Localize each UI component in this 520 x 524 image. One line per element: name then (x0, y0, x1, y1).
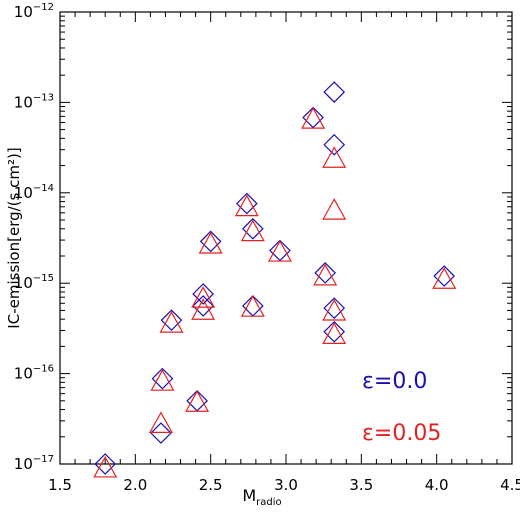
y-tick-label-exponent: −13 (33, 92, 54, 103)
diamond-marker (433, 265, 456, 287)
y-tick-label-base: 10 (14, 455, 33, 473)
y-tick-label: 10−14 (14, 183, 54, 202)
y-tick-label: 10−12 (14, 2, 54, 21)
y-tick-label-base: 10 (14, 3, 33, 21)
diamond-marker (323, 133, 346, 156)
x-tick-label: 3.5 (349, 476, 373, 494)
y-tick-label-base: 10 (14, 365, 33, 383)
diamond-marker (192, 295, 214, 317)
triangle-marker (322, 198, 347, 220)
diamond-marker (192, 283, 214, 305)
y-tick-label-base: 10 (14, 93, 33, 111)
x-tick-label: 4.0 (425, 476, 449, 494)
triangle-marker (185, 390, 210, 412)
y-tick-label-base: 10 (14, 274, 33, 292)
triangle-marker (322, 298, 347, 321)
triangle-marker (93, 455, 118, 478)
x-axis-label: Mradio (242, 486, 281, 508)
triangle-marker (148, 411, 173, 433)
x-tick-label: 3.0 (274, 476, 298, 494)
triangle-marker (198, 231, 223, 254)
legend-entry-eps-0: ε=0.0 (362, 369, 427, 394)
triangle-marker (240, 219, 265, 242)
triangle-marker (267, 240, 292, 262)
diamond-marker (235, 192, 258, 215)
diamond-marker (242, 217, 264, 240)
y-tick-label-exponent: −14 (33, 183, 54, 194)
axis-ticks (59, 11, 513, 465)
y-tick-label: 10−15 (14, 273, 54, 292)
x-axis-label-sub: radio (256, 497, 281, 508)
y-tick-label: 10−13 (14, 92, 54, 111)
triangle-marker (159, 311, 184, 333)
triangle-marker (301, 107, 326, 129)
x-tick-label: 2.5 (199, 476, 223, 494)
triangle-marker (432, 267, 457, 289)
diamond-marker (323, 81, 346, 103)
y-tick-label-exponent: −16 (33, 364, 54, 375)
axis-tick-labels: 1.5 2.0 2.5 3.0 3.5 4.0 4.510−1710−1610−1510−1… (14, 2, 520, 494)
y-tick-label: 10−16 (14, 364, 54, 383)
x-axis-label-main: M (242, 486, 256, 505)
triangle-marker (150, 369, 175, 391)
diamond-marker (94, 453, 117, 475)
y-tick-label: 10−17 (14, 454, 54, 473)
triangle-marker (313, 263, 338, 286)
diamond-marker (323, 297, 346, 319)
triangle-marker (234, 194, 259, 217)
y-tick-label-base: 10 (14, 184, 33, 202)
data-markers (93, 81, 457, 478)
triangle-marker (322, 322, 347, 345)
diamond-marker (160, 309, 183, 332)
triangle-marker (322, 146, 347, 168)
diamond-marker (269, 239, 291, 262)
legend-entry-eps-005: ε=0.05 (362, 421, 441, 446)
triangle-marker (191, 286, 216, 308)
x-tick-label: 4.5 (500, 476, 520, 494)
diamond-marker (151, 367, 174, 390)
y-tick-label-exponent: −15 (33, 273, 54, 284)
triangle-marker (191, 298, 216, 320)
diamond-marker (242, 295, 264, 317)
x-tick-label: 2.0 (123, 476, 147, 494)
plot-frame (59, 11, 513, 465)
diamond-marker (199, 230, 222, 253)
y-tick-label-exponent: −17 (33, 454, 54, 465)
diamond-marker (150, 422, 172, 444)
diamond-marker (302, 106, 324, 129)
diamond-marker (186, 389, 208, 412)
x-tick-label: 1.5 (48, 476, 72, 494)
y-axis-label: IC-emission[erg/(s cm²)] (5, 147, 23, 328)
y-tick-label-exponent: −12 (33, 2, 54, 13)
triangle-marker (240, 295, 265, 317)
diamond-marker (314, 262, 337, 284)
diamond-marker (323, 320, 346, 343)
